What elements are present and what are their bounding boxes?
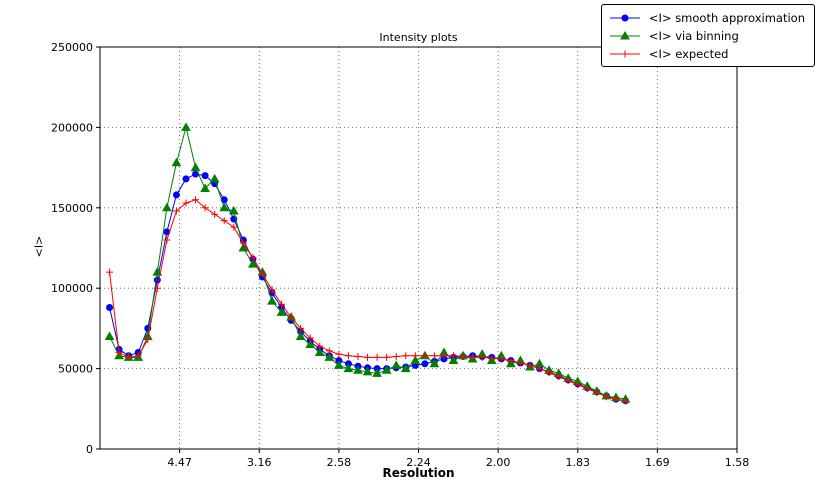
- svg-text:250000: 250000: [51, 41, 93, 54]
- legend-item-smooth-approximation: <I> smooth approximation: [608, 9, 805, 26]
- svg-text:3.16: 3.16: [247, 456, 272, 469]
- svg-text:1.83: 1.83: [566, 456, 591, 469]
- series-plus: [106, 196, 630, 405]
- svg-text:0: 0: [86, 443, 93, 456]
- legend-marker-plus-icon: [609, 50, 640, 57]
- svg-text:4.47: 4.47: [167, 456, 192, 469]
- svg-text:150000: 150000: [51, 202, 93, 215]
- legend: <I> smooth approximation <I> via binning…: [600, 4, 815, 67]
- legend-item-expected: <I> expected: [608, 45, 805, 62]
- y-axis-label: <I>: [32, 235, 46, 258]
- legend-label: <I> smooth approximation: [648, 10, 805, 25]
- legend-marker-circle-icon: [609, 14, 640, 21]
- svg-text:2.24: 2.24: [406, 456, 431, 469]
- svg-text:50000: 50000: [58, 363, 93, 376]
- svg-text:200000: 200000: [51, 121, 93, 134]
- legend-item-via-binning: <I> via binning: [608, 27, 805, 44]
- legend-label: <I> via binning: [648, 28, 739, 43]
- svg-text:2.00: 2.00: [486, 456, 511, 469]
- svg-text:1.69: 1.69: [645, 456, 670, 469]
- svg-text:1.58: 1.58: [725, 456, 750, 469]
- legend-label: <I> expected: [648, 46, 729, 61]
- chart-title: Intensity plots: [379, 31, 458, 44]
- svg-text:100000: 100000: [51, 282, 93, 295]
- legend-marker-triangle-icon: [609, 30, 640, 39]
- series-triangle: [104, 122, 631, 403]
- svg-text:2.58: 2.58: [327, 456, 352, 469]
- x-axis-label: Resolution: [382, 466, 455, 480]
